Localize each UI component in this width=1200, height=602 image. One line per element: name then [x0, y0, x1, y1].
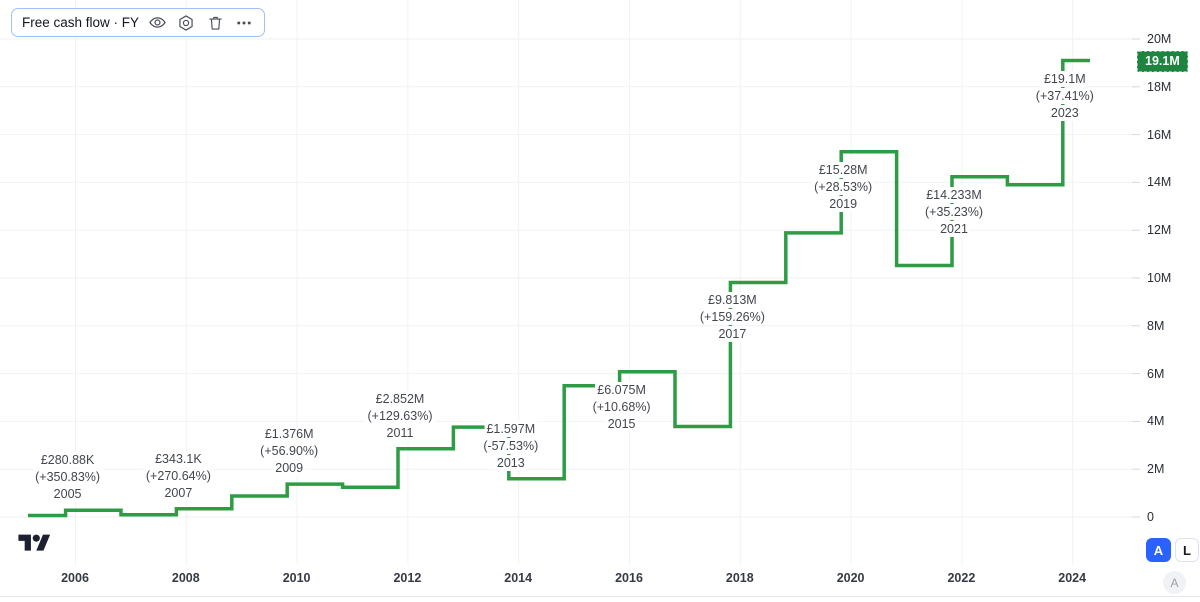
y-axis-label: 12M: [1147, 223, 1172, 238]
annotation-2017: £9.813M (+159.26%) 2017: [697, 292, 767, 343]
trash-icon[interactable]: [204, 12, 226, 34]
annotation-2009: £1.376M (+56.90%) 2009: [258, 426, 321, 477]
bottom-separator: [0, 596, 1200, 597]
annotation-line: (+10.68%): [590, 398, 653, 415]
annotation-line: 2021: [938, 220, 970, 237]
x-axis-label: 2008: [171, 571, 200, 585]
annotation-line: £343.1K: [153, 450, 204, 467]
annotation-line: £2.852M: [373, 390, 427, 407]
settings-icon[interactable]: [175, 12, 197, 34]
x-axis-label: 2020: [836, 571, 865, 585]
corner-a-button[interactable]: A: [1163, 571, 1186, 594]
annotation-line: (+270.64%): [143, 467, 213, 484]
annotation-line: £9.813M: [706, 292, 759, 309]
annotation-line: (+56.90%): [258, 443, 321, 460]
annotation-line: £6.075M: [595, 381, 648, 398]
annotation-line: 2023: [1048, 104, 1081, 121]
annotation-line: (+35.23%): [922, 203, 986, 220]
eye-icon[interactable]: [146, 12, 168, 34]
log-scale-button[interactable]: L: [1175, 538, 1199, 562]
y-axis-label: 6M: [1147, 366, 1165, 381]
annotation-2023: £19.1M (+37.41%) 2023: [1033, 70, 1096, 122]
auto-scale-button[interactable]: A: [1146, 538, 1171, 562]
annotation-line: £1.376M: [262, 426, 316, 443]
annotation-line: (-57.53%): [481, 437, 541, 454]
x-axis-label: 2016: [615, 571, 643, 585]
x-axis-label: 2010: [282, 571, 311, 585]
y-axis-label: 16M: [1147, 127, 1172, 142]
annotation-line: (+37.41%): [1033, 87, 1096, 104]
annotation-line: 2015: [605, 415, 638, 432]
y-axis-label: 8M: [1147, 318, 1165, 333]
annotation-line: £15.28M: [816, 161, 870, 178]
annotation-2011: £2.852M (+129.63%) 2011: [365, 390, 435, 442]
annotation-line: 2009: [273, 460, 306, 477]
y-axis-label: 2M: [1147, 462, 1165, 477]
y-axis-label: 0: [1147, 510, 1154, 524]
annotation-line: (+129.63%): [365, 407, 435, 424]
annotation-line: (+159.26%): [697, 309, 767, 326]
more-icon[interactable]: [233, 12, 255, 34]
x-axis-label: 2006: [61, 571, 89, 585]
y-axis-label: 18M: [1147, 79, 1172, 94]
y-axis-label: 10M: [1147, 271, 1172, 285]
annotation-line: £280.88K: [38, 452, 97, 469]
annotation-line: 2005: [51, 486, 84, 503]
x-axis-label: 2014: [504, 571, 533, 585]
series-title[interactable]: Free cash flow · FY: [22, 15, 140, 30]
annotation-2005: £280.88K (+350.83%) 2005: [33, 452, 103, 503]
y-axis-label: 14M: [1147, 175, 1172, 190]
annotation-line: 2007: [162, 484, 195, 501]
annotation-line: 2011: [384, 424, 416, 441]
x-axis-label: 2022: [947, 571, 976, 585]
annotation-2021: £14.233M (+35.23%) 2021: [922, 186, 986, 238]
annotation-line: 2017: [716, 326, 749, 343]
x-axis-label: 2012: [393, 571, 422, 585]
annotation-2007: £343.1K (+270.64%) 2007: [143, 450, 213, 502]
annotation-line: (+350.83%): [33, 469, 103, 486]
annotation-line: £14.233M: [924, 186, 984, 203]
fcf-step-line: [28, 58, 1090, 518]
annotation-line: (+28.53%): [812, 178, 875, 195]
y-axis-label: 4M: [1147, 414, 1165, 429]
annotation-line: 2019: [827, 195, 860, 212]
annotation-2019: £15.28M (+28.53%) 2019: [812, 161, 875, 213]
tradingview-logo[interactable]: [18, 531, 51, 561]
last-price-badge: 19.1M: [1137, 50, 1188, 72]
y-axis-label: 20M: [1147, 32, 1172, 46]
annotation-line: £1.597M: [484, 420, 538, 437]
x-axis-label: 2018: [725, 571, 754, 585]
annotation-line: £19.1M: [1041, 70, 1088, 87]
annotation-line: 2013: [494, 454, 527, 471]
annotation-2015: £6.075M (+10.68%) 2015: [590, 381, 653, 433]
x-axis-label: 2024: [1058, 571, 1087, 585]
annotation-2013: £1.597M (-57.53%) 2013: [481, 420, 541, 472]
series-legend: Free cash flow · FY: [11, 8, 266, 37]
